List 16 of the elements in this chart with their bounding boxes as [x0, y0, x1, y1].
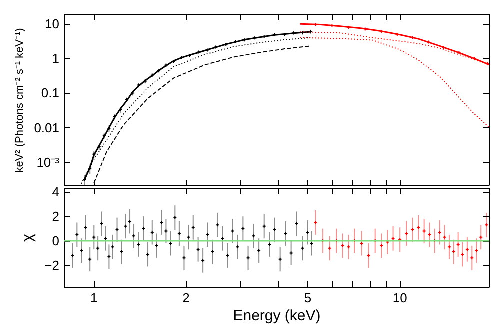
x-tick-label: 5: [304, 290, 312, 306]
y-tick-label: −2: [44, 258, 60, 273]
x-tick-label: 10: [392, 290, 408, 306]
y-axis-title: keV² (Photons cm⁻² s⁻¹ keV⁻¹): [14, 28, 26, 173]
y-tick-label: 0: [52, 234, 60, 249]
x-axis-title: Energy (keV): [233, 308, 321, 324]
y-tick-label: 10: [45, 16, 60, 32]
y-tick-label: 4: [52, 184, 60, 200]
x-tick-label: 2: [182, 290, 190, 306]
y-tick-label: 1: [52, 51, 60, 66]
y-tick-label: 2: [52, 209, 60, 224]
y-axis-title: χ: [20, 234, 37, 242]
x-tick-label: 1: [90, 290, 98, 306]
y-tick-label: 10⁻³: [36, 154, 60, 170]
y-tick-label: 0.01: [34, 120, 60, 136]
y-tick-label: 0.1: [41, 86, 60, 101]
